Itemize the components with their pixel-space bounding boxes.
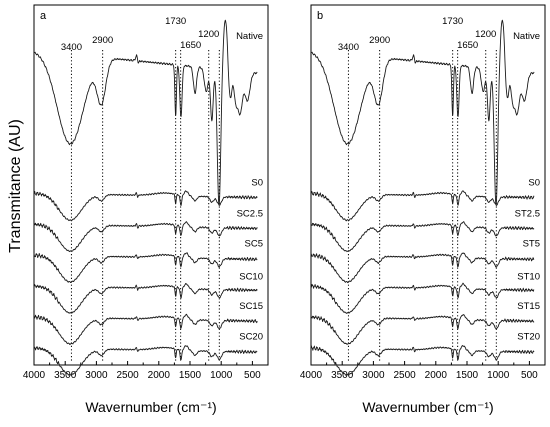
series-label-sc5: SC5 (245, 239, 263, 250)
series-label-sc2-5: SC2.5 (237, 209, 263, 220)
reference-label-3400: 3400 (338, 42, 359, 53)
x-tick-label: 1000 (487, 370, 510, 381)
series-label-sc10: SC10 (239, 272, 263, 283)
spectrum-s0 (33, 190, 258, 222)
spectrum-native (33, 19, 258, 206)
x-axis-label: Wavernumber (cm⁻¹) (85, 399, 216, 415)
series-label-native: Native (513, 31, 540, 42)
x-tick-label: 2500 (116, 370, 139, 381)
series-label-native: Native (236, 31, 263, 42)
x-tick-label: 3500 (54, 370, 77, 381)
reference-label-1650: 1650 (180, 40, 201, 51)
x-tick-label: 2000 (425, 370, 448, 381)
x-tick-label: 2500 (393, 370, 416, 381)
spectrum-st15 (310, 314, 535, 345)
spectrum-s0 (310, 190, 535, 222)
series-label-s0: S0 (251, 178, 263, 189)
x-tick-label: 1000 (210, 370, 233, 381)
x-tick-label: 3000 (85, 370, 108, 381)
series-label-sc20: SC20 (239, 331, 263, 342)
series-label-s0: S0 (528, 178, 540, 189)
y-axis-label: Transmitance (AU) (7, 119, 24, 253)
x-axis-label: Wavernumber (cm⁻¹) (362, 399, 493, 415)
chart-panel-a: a 4000 3500 3000 2500 2000 1500 1000 500 Wavernum… (23, 4, 269, 415)
series-label-st5: ST5 (523, 239, 540, 250)
spectrum-sc15 (33, 313, 258, 345)
spectrum-st5 (310, 252, 535, 284)
series-label-st20: ST20 (517, 331, 540, 342)
reference-label-2900: 2900 (92, 35, 113, 46)
spectrum-sc5 (33, 252, 258, 284)
spectrum-sc2-5 (33, 221, 258, 253)
x-tick-label: 3500 (331, 370, 354, 381)
spectrum-sc20 (33, 345, 258, 376)
chart-panel-b: b 4000 3500 3000 2500 2000 1500 1000 500 Wavernum… (300, 4, 546, 415)
series-label-st2-5: ST2.5 (515, 209, 540, 220)
x-tick-label: 500 (521, 370, 538, 381)
series-label-sc15: SC15 (239, 301, 263, 312)
series-label-st15: ST15 (517, 301, 540, 312)
plot-frame (33, 4, 269, 366)
reference-label-1200: 1200 (198, 29, 219, 40)
spectrum-st2-5 (310, 221, 535, 253)
reference-label-3400: 3400 (61, 42, 82, 53)
series-label-st10: ST10 (517, 272, 540, 283)
reference-label-1200: 1200 (475, 29, 496, 40)
spectrum-st20 (310, 345, 535, 376)
x-tick-label: 1500 (179, 370, 202, 381)
x-tick-label: 500 (244, 370, 261, 381)
plot-frame (310, 4, 546, 366)
spectrum-st10 (310, 282, 535, 314)
reference-label-1650: 1650 (457, 40, 478, 51)
spectrum-sc10 (33, 283, 258, 314)
reference-label-1730: 1730 (165, 16, 186, 27)
x-tick-label: 4000 (300, 370, 323, 381)
panel-label: a (40, 10, 47, 22)
reference-label-2900: 2900 (369, 35, 390, 46)
x-tick-label: 2000 (148, 370, 171, 381)
x-tick-label: 1500 (456, 370, 479, 381)
panel-label: b (317, 10, 323, 22)
x-tick-label: 3000 (362, 370, 385, 381)
reference-label-1730: 1730 (442, 16, 463, 27)
spectrum-native (310, 19, 535, 206)
x-tick-label: 4000 (23, 370, 46, 381)
